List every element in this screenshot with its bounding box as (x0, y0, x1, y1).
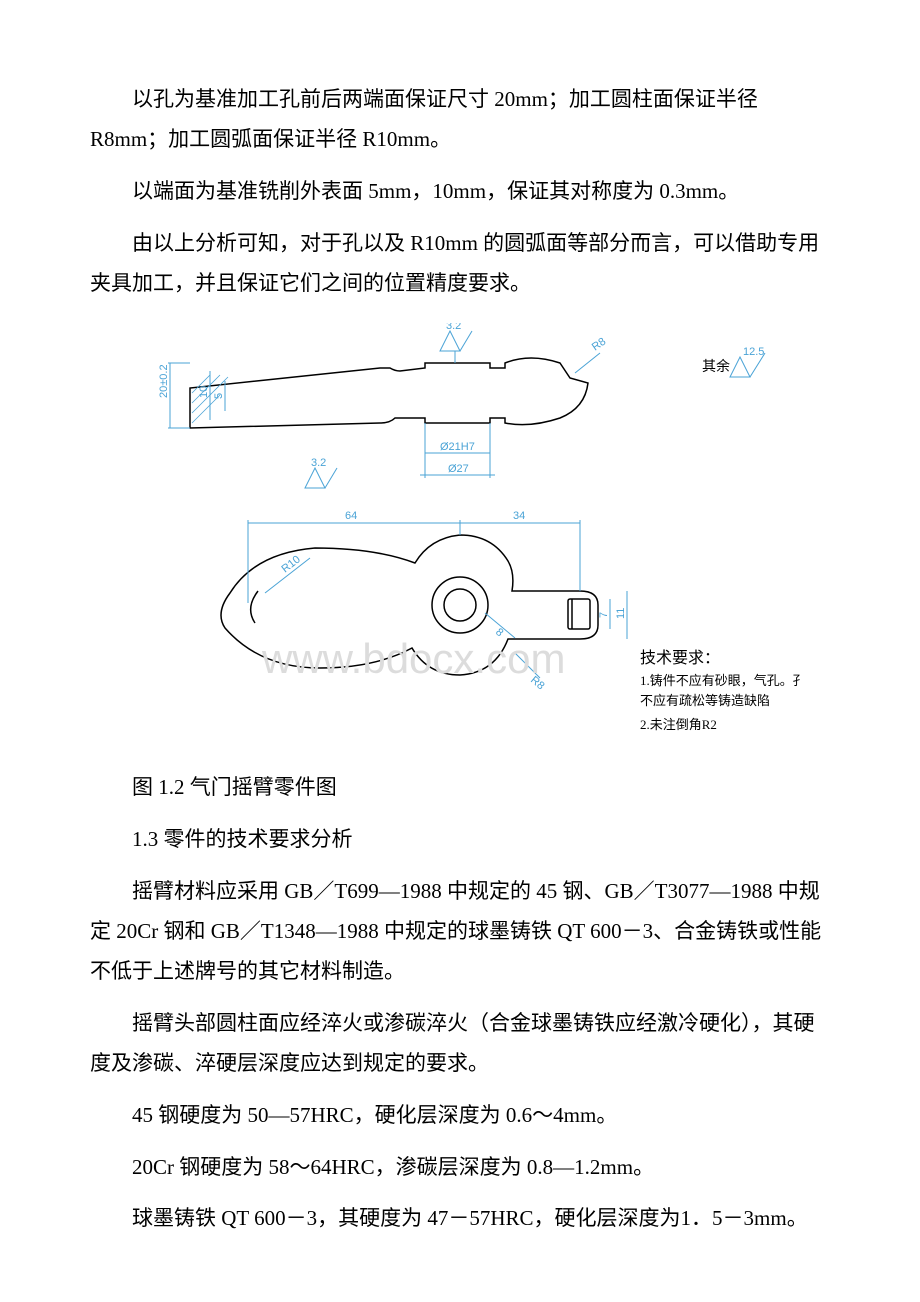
top-view: Ø21H7 Ø27 3.2 3.2 20±0.2 10 5 R8 (158, 323, 608, 488)
default-roughness: 其余 12.5 (702, 346, 765, 377)
watermark-text: www.bdocx.com (261, 635, 565, 682)
paragraph-6: 45 钢硬度为 50—57HRC，硬化层深度为 0.6～4mm。 (90, 1096, 830, 1136)
paragraph-1: 以孔为基准加工孔前后两端面保证尺寸 20mm；加工圆柱面保证半径 R8mm；加工… (90, 80, 830, 160)
svg-text:技术要求：: 技术要求： (640, 649, 720, 667)
dim-64: 64 (345, 510, 357, 522)
dim-d27: Ø27 (448, 463, 469, 475)
dim-d21h7: Ø21H7 (440, 441, 475, 453)
roughness-top: 3.2 (446, 323, 461, 332)
dim-11: 11 (615, 608, 627, 619)
paragraph-3: 由以上分析可知，对于孔以及 R10mm 的圆弧面等部分而言，可以借助专用夹具加工… (90, 224, 830, 304)
paragraph-7: 20Cr 钢硬度为 58～64HRC，渗碳层深度为 0.8—1.2mm。 (90, 1148, 830, 1188)
section-heading: 1.3 零件的技术要求分析 (132, 820, 830, 860)
dim-20: 20±0.2 (158, 365, 170, 399)
figure-caption: 图 1.2 气门摇臂零件图 (132, 768, 830, 808)
tech-requirements: 技术要求： 1.铸件不应有砂眼，气孔。孔和底面 不应有疏松等铸造缺陷 2.未注倒… (640, 649, 800, 732)
dim-34: 34 (513, 510, 525, 522)
paragraph-8: 球墨铸铁 QT 600－3，其硬度为 47－57HRC，硬化层深度为1．5－3m… (90, 1199, 830, 1239)
paragraph-4: 摇臂材料应采用 GB／T699—1988 中规定的 45 钢、GB／T3077—… (90, 872, 830, 992)
svg-text:1.铸件不应有砂眼，气孔。孔和底面: 1.铸件不应有砂眼，气孔。孔和底面 (640, 673, 800, 688)
svg-text:不应有疏松等铸造缺陷: 不应有疏松等铸造缺陷 (640, 693, 770, 708)
dim-7: 7 (598, 612, 610, 618)
dim-5: 5 (213, 393, 225, 399)
dim-r8-top: R8 (590, 336, 608, 354)
svg-text:12.5: 12.5 (743, 346, 764, 358)
figure-container: Ø21H7 Ø27 3.2 3.2 20±0.2 10 5 R8 (90, 323, 830, 753)
paragraph-5: 摇臂头部圆柱面应经淬火或渗碳淬火（合金球墨铸铁应经激冷硬化），其硬度及渗碳、淬硬… (90, 1004, 830, 1084)
svg-text:2.未注倒角R2: 2.未注倒角R2 (640, 717, 717, 732)
paragraph-2: 以端面为基准铣削外表面 5mm，10mm，保证其对称度为 0.3mm。 (90, 172, 830, 212)
dim-10: 10 (198, 386, 210, 398)
roughness-bot: 3.2 (311, 457, 326, 469)
svg-text:其余: 其余 (702, 358, 730, 375)
rocker-arm-drawing: Ø21H7 Ø27 3.2 3.2 20±0.2 10 5 R8 (120, 323, 800, 753)
